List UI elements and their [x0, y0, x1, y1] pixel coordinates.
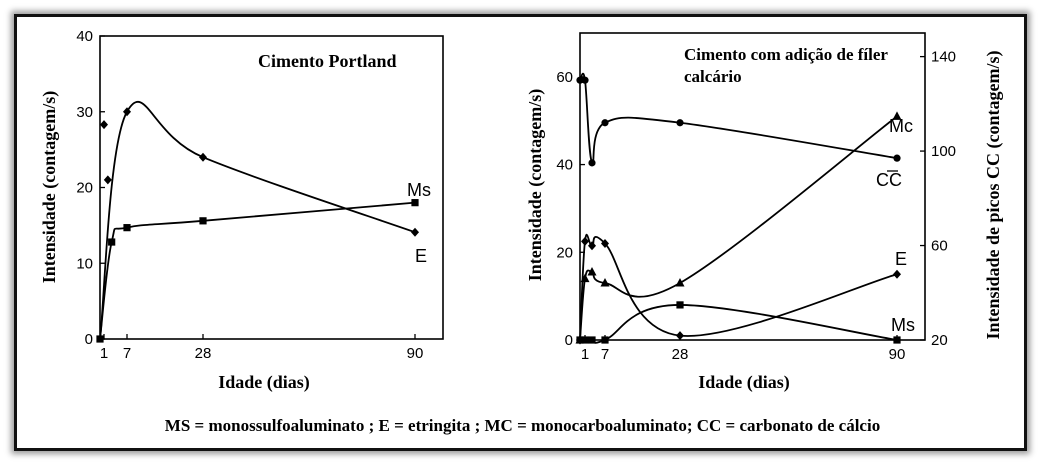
right-series-cc-point [576, 76, 584, 84]
right-y-tick-label: 20 [556, 244, 573, 261]
right-series-cc-point [893, 154, 901, 162]
left-x-tick-label: 28 [195, 345, 212, 362]
left-plot-frame [99, 35, 444, 340]
right-y-tick-label: 0 [565, 332, 573, 349]
left-x-tick-label: 7 [123, 345, 131, 362]
right-series-cc-line [579, 72, 898, 165]
right-x-tick-label: 1 [581, 346, 589, 363]
left-y-tick-label: 40 [76, 28, 93, 45]
right-label-e: E [895, 249, 907, 269]
left-series-ms-point [123, 224, 131, 232]
left-y-tick-label: 30 [76, 104, 93, 121]
left-x-tick-label: 1 [100, 345, 108, 362]
right-x-tick-label: 7 [601, 346, 609, 363]
right-series-ms-point [601, 336, 609, 344]
right-series-e-point [676, 331, 684, 341]
right-series-e-line [579, 233, 898, 341]
right-series-cc-point [601, 119, 609, 127]
right-x-tick-label: 28 [672, 346, 689, 363]
left-series-e-point [100, 120, 108, 130]
left-label-ms: Ms [407, 180, 431, 200]
right-series-mc-point [587, 267, 597, 276]
right-label-ms: Ms [891, 315, 915, 335]
figure-frame [14, 14, 1027, 451]
right-y2-axis-label: Intensidade de picos CC (contagem/s) [983, 50, 1004, 339]
right-chart-title-line2: calcário [684, 67, 742, 86]
right-series-e-point [581, 236, 589, 246]
right-x-tick-label: 90 [889, 346, 906, 363]
left-series-ms-point [199, 217, 207, 225]
left-series-e-point [199, 152, 207, 162]
left-y-tick-label: 10 [76, 255, 93, 272]
right-series-ms-line [580, 304, 898, 344]
right-label-mc: Mc [889, 116, 913, 136]
right-y2-tick-label: 100 [931, 143, 956, 160]
right-series-mc-point [892, 111, 902, 120]
figure-caption: MS = monossulfoaluminato ; E = etringita… [164, 416, 881, 435]
right-series-e-point [893, 269, 901, 279]
right-series-e-point [588, 241, 596, 251]
right-series-e-point [601, 239, 609, 249]
right-series-mc-point [675, 277, 685, 287]
right-plot-frame [579, 32, 926, 341]
right-y2-tick-label: 20 [931, 332, 948, 349]
right-x-axis-label: Idade (dias) [698, 372, 790, 393]
right-series-ms-point [893, 336, 901, 344]
left-y-tick-label: 0 [85, 331, 93, 348]
right-series-ms-point [576, 336, 584, 344]
left-series-ms-point [108, 238, 116, 246]
left-series-e-point [411, 227, 419, 237]
left-label-e: E [415, 246, 427, 266]
left-x-tick-label: 90 [407, 345, 424, 362]
right-series-ms-point [581, 336, 589, 344]
left-y-axis-label: Intensidade (contagem/s) [39, 91, 60, 284]
right-series-mc-point [600, 277, 610, 287]
right-chart-title-line1: Cimento com adição de fíler [684, 45, 888, 64]
right-y-tick-label: 40 [556, 157, 573, 174]
right-series-ms-point [588, 336, 596, 344]
right-y-tick-label: 60 [556, 69, 573, 86]
right-y-axis-label: Intensidade (contagem/s) [525, 89, 546, 282]
left-x-axis-label: Idade (dias) [218, 372, 310, 393]
left-series-e-point [123, 107, 131, 117]
left-series-e-line [99, 100, 416, 340]
right-label-cc: CC [876, 170, 902, 190]
right-series-cc-point [581, 76, 589, 84]
right-series-cc-point [676, 119, 684, 127]
left-series-ms-point [411, 199, 419, 207]
right-y2-tick-label: 60 [931, 238, 948, 255]
left-series-ms-line [99, 201, 416, 340]
right-y2-tick-label: 140 [931, 49, 956, 66]
left-y-tick-label: 20 [76, 180, 93, 197]
right-series-cc-point [588, 159, 596, 167]
right-series-ms-point [676, 301, 684, 309]
left-chart-title: Cimento Portland [258, 51, 397, 71]
left-series-e-point [103, 175, 112, 185]
